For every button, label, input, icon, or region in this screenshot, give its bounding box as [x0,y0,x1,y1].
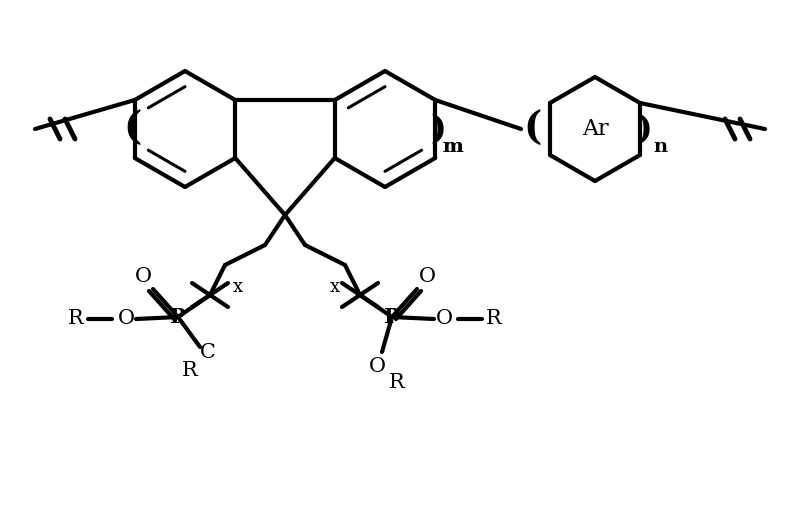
Text: O: O [118,309,134,328]
Text: x: x [330,278,340,296]
Text: P: P [384,307,400,327]
Text: ): ) [430,113,446,145]
Text: n: n [653,138,667,156]
Text: R: R [389,373,405,392]
Text: C: C [200,342,216,361]
Text: O: O [134,267,151,286]
Text: P: P [170,307,186,327]
Text: m: m [443,138,464,156]
Text: O: O [435,309,453,328]
Text: R: R [68,309,84,328]
Text: (: ( [524,110,542,148]
Text: (: ( [123,110,142,148]
Text: x: x [233,278,243,296]
Text: O: O [369,357,386,376]
Text: O: O [418,267,435,286]
Text: Ar: Ar [582,118,608,140]
Text: ): ) [636,113,652,145]
Text: R: R [182,361,198,380]
Text: R: R [486,309,502,328]
Text: m: m [443,138,464,156]
